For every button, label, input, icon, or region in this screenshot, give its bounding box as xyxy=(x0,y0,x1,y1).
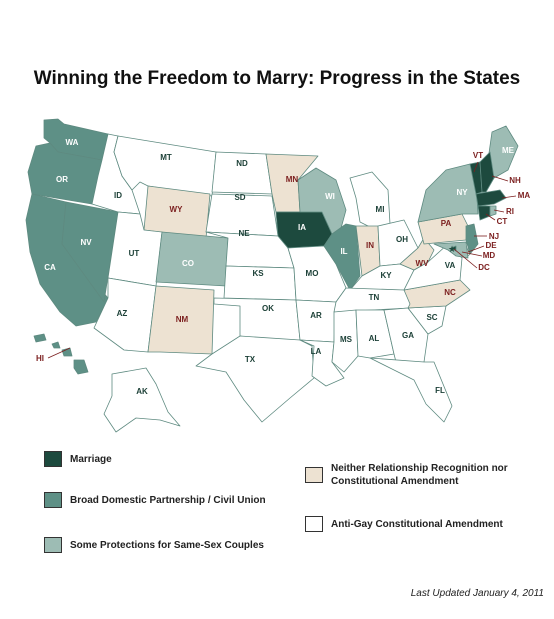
state-label-nm: NM xyxy=(176,315,189,324)
leader-line-ma xyxy=(501,195,517,199)
state-label-mi: MI xyxy=(376,205,385,214)
state-label-in: IN xyxy=(366,241,374,250)
state-label-dc: DC xyxy=(478,263,490,272)
state-label-ny: NY xyxy=(456,188,468,197)
state-label-ak: AK xyxy=(136,387,148,396)
leader-line-md xyxy=(461,251,483,257)
state-label-wa: WA xyxy=(66,138,79,147)
state-label-ks: KS xyxy=(252,269,264,278)
legend-item-civil-union: Broad Domestic Partnership / Civil Union xyxy=(44,492,266,508)
state-label-wv: WV xyxy=(416,259,430,268)
legend-label-some-protections: Some Protections for Same-Sex Couples xyxy=(70,539,264,551)
state-ma xyxy=(475,189,507,207)
leader-line-vt xyxy=(473,161,479,173)
leader-line-hi xyxy=(47,347,71,359)
state-label-mo: MO xyxy=(306,269,319,278)
state-label-il: IL xyxy=(340,247,347,256)
state-label-ct: CT xyxy=(497,217,508,226)
state-label-or: OR xyxy=(56,175,68,184)
state-label-ut: UT xyxy=(129,249,140,258)
state-label-fl: FL xyxy=(435,386,445,395)
state-label-oh: OH xyxy=(396,235,408,244)
state-nh xyxy=(479,151,495,193)
state-label-al: AL xyxy=(369,334,380,343)
legend-swatch-civil-union xyxy=(44,492,62,508)
state-label-ne: NE xyxy=(238,229,250,238)
state-ar xyxy=(295,299,337,343)
state-al xyxy=(355,309,395,359)
legend-label-amendment: Anti-Gay Constitutional Amendment xyxy=(331,518,503,530)
state-label-va: VA xyxy=(445,261,456,270)
state-label-ia: IA xyxy=(298,223,306,232)
state-label-sc: SC xyxy=(426,313,437,322)
legend-label-neither: Neither Relationship Recognition nor Con… xyxy=(331,463,508,487)
state-label-ca: CA xyxy=(44,263,56,272)
state-ct xyxy=(477,205,491,221)
state-ny xyxy=(417,163,479,223)
state-nj xyxy=(465,223,479,255)
legend-item-neither: Neither Relationship Recognition nor Con… xyxy=(305,462,525,488)
state-label-sd: SD xyxy=(234,193,245,202)
state-label-id: ID xyxy=(114,191,122,200)
state-label-md: MD xyxy=(483,251,496,260)
state-ok xyxy=(213,297,301,343)
last-updated: Last Updated January 4, 2011 xyxy=(410,588,544,599)
state-label-ky: KY xyxy=(380,271,392,280)
state-label-pa: PA xyxy=(441,219,452,228)
legend-swatch-some-protections xyxy=(44,537,62,553)
state-mi xyxy=(349,171,391,229)
state-ri xyxy=(489,205,497,217)
page-title: Winning the Freedom to Marry: Progress i… xyxy=(33,68,521,89)
state-ak xyxy=(103,367,181,433)
state-fl xyxy=(369,357,453,423)
state-tx xyxy=(195,335,315,423)
state-label-la: LA xyxy=(311,347,322,356)
leader-line-de xyxy=(467,245,485,253)
state-label-wi: WI xyxy=(325,192,335,201)
state-label-tx: TX xyxy=(245,355,256,364)
legend-label-marriage: Marriage xyxy=(70,453,112,465)
legend-item-some-protections: Some Protections for Same-Sex Couples xyxy=(44,537,264,553)
state-label-az: AZ xyxy=(117,309,128,318)
state-label-mn: MN xyxy=(286,175,299,184)
state-il xyxy=(323,223,361,291)
state-nv xyxy=(61,201,119,303)
legend-label-civil-union: Broad Domestic Partnership / Civil Union xyxy=(70,494,266,506)
state-label-ar: AR xyxy=(310,311,322,320)
leader-line-ct xyxy=(485,213,496,221)
leader-line-dc xyxy=(453,248,478,269)
state-label-vt: VT xyxy=(473,151,483,160)
state-label-ri: RI xyxy=(506,207,514,216)
state-nm xyxy=(147,285,215,355)
state-label-co: CO xyxy=(182,259,194,268)
state-label-ms: MS xyxy=(340,335,353,344)
legend-swatch-marriage xyxy=(44,451,62,467)
legend-swatch-amendment xyxy=(305,516,323,532)
state-label-wy: WY xyxy=(170,205,184,214)
state-label-nj: NJ xyxy=(489,232,499,241)
state-label-ma: MA xyxy=(518,191,531,200)
state-label-de: DE xyxy=(485,241,497,250)
state-label-nc: NC xyxy=(444,288,456,297)
state-label-ga: GA xyxy=(402,331,414,340)
state-label-ok: OK xyxy=(262,304,274,313)
state-label-nh: NH xyxy=(509,176,521,185)
legend-item-marriage: Marriage xyxy=(44,451,112,467)
legend-item-amendment: Anti-Gay Constitutional Amendment xyxy=(305,516,503,532)
dc-star-icon: ★ xyxy=(448,244,456,254)
state-label-me: ME xyxy=(502,146,515,155)
state-label-hi: HI xyxy=(36,354,44,363)
leader-line-ri xyxy=(493,209,505,213)
leader-line-nh xyxy=(491,175,509,182)
state-label-nd: ND xyxy=(236,159,248,168)
state-label-mt: MT xyxy=(160,153,172,162)
state-label-nv: NV xyxy=(80,238,92,247)
legend-swatch-neither xyxy=(305,467,323,483)
state-hi xyxy=(33,333,89,375)
state-label-tn: TN xyxy=(369,293,380,302)
